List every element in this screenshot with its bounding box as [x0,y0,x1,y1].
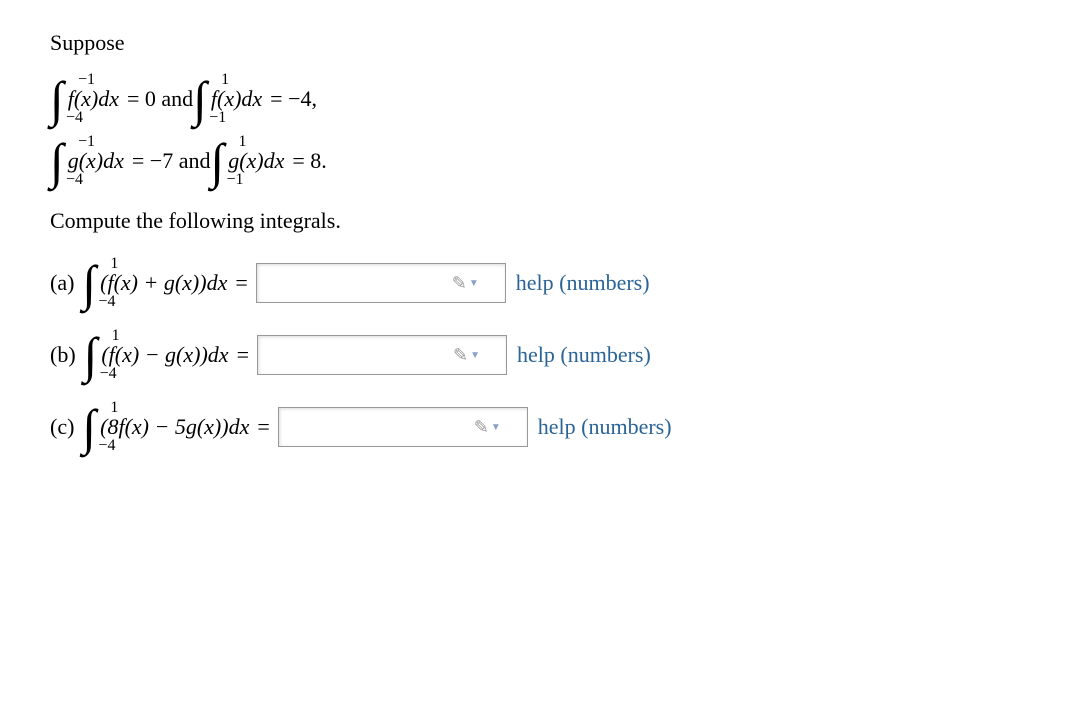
equals-text: = [237,342,249,368]
answer-input-a[interactable]: ✎ ▼ [256,263,506,303]
question-label: (b) [50,342,76,368]
lower-bound: −1 [209,110,226,126]
intro-text: Suppose [50,30,1031,56]
relation-text: = 8. [292,148,326,174]
upper-bound: −1 [78,134,95,150]
edit-icon[interactable]: ✎ ▼ [452,273,479,294]
integral-c: ∫ 1 −4 (8f(x) − 5g(x))dx [82,402,251,452]
relation-text: = −7 and [132,148,211,174]
lower-bound: −1 [226,172,243,188]
help-link-a[interactable]: help (numbers) [516,270,650,296]
answer-input-b[interactable]: ✎ ▼ [257,335,507,375]
question-label: (c) [50,414,74,440]
int-sign: ∫ 1 −4 [82,402,96,452]
help-link-b[interactable]: help (numbers) [517,342,651,368]
caret-icon: ▼ [469,278,479,289]
integral-b: ∫ 1 −4 (f(x) − g(x))dx [84,330,231,380]
relation-text: = 0 and [127,86,193,112]
givens-line-1: ∫ −1 −4 f(x)dx = 0 and ∫ 1 −1 f(x)dx = −… [50,74,1031,124]
help-link-c[interactable]: help (numbers) [538,414,672,440]
equals-text: = [235,270,247,296]
int-sign: ∫ −1 −4 [50,74,64,124]
integrand: (8f(x) − 5g(x))dx [100,414,249,440]
integrand: (f(x) + g(x))dx [100,270,227,296]
integrand: (f(x) − g(x))dx [101,342,228,368]
lower-bound: −4 [66,172,83,188]
pencil-icon: ✎ [474,417,489,438]
question-label: (a) [50,270,74,296]
answer-input-c[interactable]: ✎ ▼ [278,407,528,447]
integral-g1: ∫ −1 −4 g(x)dx [50,136,126,186]
upper-bound: 1 [110,400,118,416]
lower-bound: −4 [98,438,115,454]
integral-a: ∫ 1 −4 (f(x) + g(x))dx [82,258,229,308]
integral-f2: ∫ 1 −1 f(x)dx [193,74,264,124]
int-sign: ∫ 1 −1 [193,74,207,124]
question-b: (b) ∫ 1 −4 (f(x) − g(x))dx = ✎ ▼ help (n… [50,330,1031,380]
edit-icon[interactable]: ✎ ▼ [453,345,480,366]
edit-icon[interactable]: ✎ ▼ [474,417,501,438]
relation-text: = −4, [270,86,317,112]
upper-bound: 1 [238,134,246,150]
upper-bound: 1 [221,72,229,88]
caret-icon: ▼ [491,422,501,433]
lower-bound: −4 [66,110,83,126]
question-c: (c) ∫ 1 −4 (8f(x) − 5g(x))dx = ✎ ▼ help … [50,402,1031,452]
pencil-icon: ✎ [453,345,468,366]
int-sign: ∫ 1 −1 [210,136,224,186]
int-sign: ∫ −1 −4 [50,136,64,186]
upper-bound: −1 [78,72,95,88]
int-sign: ∫ 1 −4 [82,258,96,308]
lower-bound: −4 [98,294,115,310]
caret-icon: ▼ [470,350,480,361]
upper-bound: 1 [110,256,118,272]
question-a: (a) ∫ 1 −4 (f(x) + g(x))dx = ✎ ▼ help (n… [50,258,1031,308]
integral-g2: ∫ 1 −1 g(x)dx [210,136,286,186]
prompt-text: Compute the following integrals. [50,208,1031,234]
integral-f1: ∫ −1 −4 f(x)dx [50,74,121,124]
pencil-icon: ✎ [452,273,467,294]
lower-bound: −4 [100,366,117,382]
int-sign: ∫ 1 −4 [84,330,98,380]
equals-text: = [257,414,269,440]
upper-bound: 1 [112,328,120,344]
givens-line-2: ∫ −1 −4 g(x)dx = −7 and ∫ 1 −1 g(x)dx = … [50,136,1031,186]
